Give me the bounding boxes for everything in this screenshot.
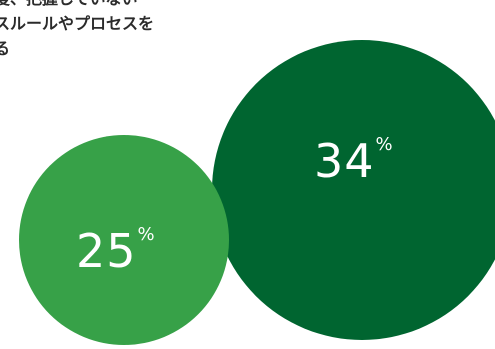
bubble-34-unit: % xyxy=(375,134,393,155)
bubble-25 xyxy=(19,135,229,345)
bubble-34-value: 34 xyxy=(314,134,375,188)
bubble-34 xyxy=(212,40,495,340)
bubble-25-value: 25 xyxy=(76,224,137,278)
bubble-25-label: 25% xyxy=(76,226,155,275)
text-line-1: 度、把握していない xyxy=(0,0,224,11)
text-line-2: スルールやプロセスを xyxy=(0,14,155,33)
bubble-34-label: 34% xyxy=(314,136,393,185)
bubble-25-unit: % xyxy=(137,224,155,245)
text-line-3: る xyxy=(0,39,11,58)
text-block: 度、把握していない スルールやプロセスを る xyxy=(0,0,224,61)
